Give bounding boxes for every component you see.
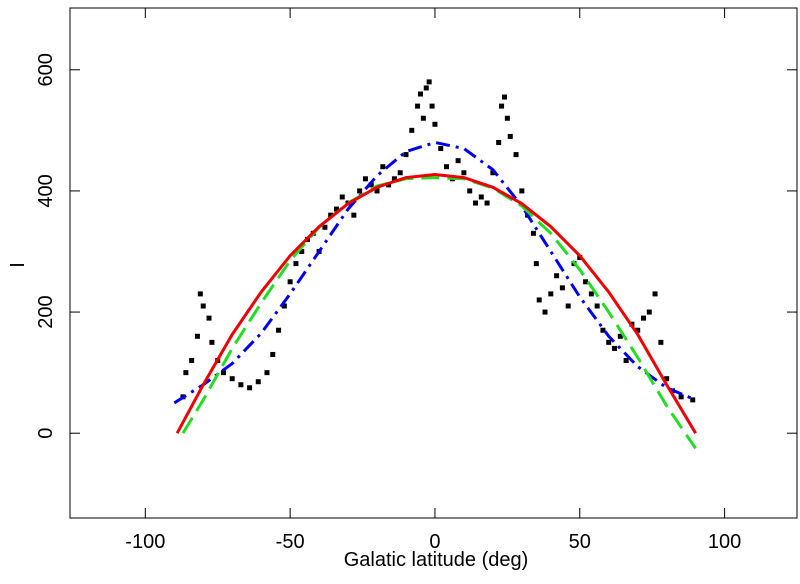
data-point <box>368 182 374 188</box>
data-point <box>690 397 696 403</box>
data-point <box>255 379 261 385</box>
y-tick-label: 400 <box>35 174 57 207</box>
y-tick-label: 200 <box>35 295 57 328</box>
data-point <box>678 394 684 400</box>
data-point <box>423 85 429 91</box>
x-tick-label: -50 <box>276 531 305 553</box>
data-point <box>490 170 496 176</box>
data-point <box>238 382 244 388</box>
data-point <box>293 261 299 267</box>
data-point <box>536 297 542 303</box>
data-point <box>391 176 397 182</box>
data-point <box>247 385 253 391</box>
data-point <box>583 279 589 285</box>
data-point <box>504 115 510 121</box>
data-point <box>600 327 606 333</box>
data-point <box>264 370 270 376</box>
data-point <box>229 376 235 382</box>
data-point <box>276 327 282 333</box>
data-point <box>200 303 206 309</box>
data-point <box>559 285 565 291</box>
data-point <box>197 291 203 297</box>
data-point <box>496 139 502 145</box>
data-point <box>328 212 334 218</box>
data-point <box>438 146 444 152</box>
data-point <box>472 200 478 206</box>
data-point <box>189 358 195 364</box>
y-tick-label: 600 <box>35 53 57 86</box>
data-point <box>322 224 328 230</box>
y-axis-label: I <box>7 262 29 268</box>
x-tick-label: -100 <box>125 531 165 553</box>
x-tick-label: 0 <box>429 531 440 553</box>
data-point <box>664 376 670 382</box>
x-axis-label: Galatic latitude (deg) <box>344 549 529 571</box>
data-point <box>484 200 490 206</box>
data-point <box>194 333 200 339</box>
data-point <box>646 309 652 315</box>
data-point <box>417 91 423 97</box>
data-point <box>501 94 507 100</box>
data-point <box>623 358 629 364</box>
data-point <box>461 170 467 176</box>
data-point <box>357 188 363 194</box>
data-point <box>499 103 505 109</box>
data-point <box>444 164 450 170</box>
data-point <box>513 152 519 158</box>
x-tick-label: 50 <box>569 531 591 553</box>
plot-frame <box>69 7 798 519</box>
fit-curve <box>173 140 697 405</box>
x-tick-label: 100 <box>708 531 741 553</box>
fit-curve <box>175 173 697 434</box>
data-point <box>658 339 664 345</box>
data-point <box>415 103 421 109</box>
data-point <box>333 206 339 212</box>
data-point <box>548 291 554 297</box>
data-point <box>270 351 276 357</box>
data-point <box>530 230 536 236</box>
data-point <box>287 279 293 285</box>
data-point <box>409 127 415 133</box>
data-point <box>362 176 368 182</box>
data-point <box>455 158 461 164</box>
data-point <box>432 121 438 127</box>
data-point <box>533 261 539 267</box>
data-point <box>467 188 473 194</box>
data-point <box>299 248 305 254</box>
data-point <box>221 370 227 376</box>
data-point <box>612 345 618 351</box>
data-point <box>281 303 287 309</box>
data-point <box>351 212 357 218</box>
data-point <box>542 309 548 315</box>
data-point <box>635 327 641 333</box>
data-point <box>397 170 403 176</box>
data-point <box>594 303 600 309</box>
data-point <box>606 339 612 345</box>
data-point <box>426 79 432 85</box>
data-point <box>339 194 345 200</box>
data-point <box>478 194 484 200</box>
data-point <box>420 115 426 121</box>
y-tick-label: 0 <box>35 428 57 439</box>
data-point <box>617 333 623 339</box>
data-point <box>588 291 594 297</box>
data-point <box>403 152 409 158</box>
data-point <box>209 339 215 345</box>
data-point <box>565 303 571 309</box>
fit-curve <box>181 176 697 450</box>
data-point <box>380 164 386 170</box>
data-point <box>640 315 646 321</box>
data-point <box>374 188 380 194</box>
data-point <box>652 291 658 297</box>
data-point <box>206 315 212 321</box>
data-point <box>507 133 513 139</box>
data-point <box>183 370 189 376</box>
data-point <box>519 188 525 194</box>
data-point <box>429 103 435 109</box>
data-point <box>554 273 560 279</box>
